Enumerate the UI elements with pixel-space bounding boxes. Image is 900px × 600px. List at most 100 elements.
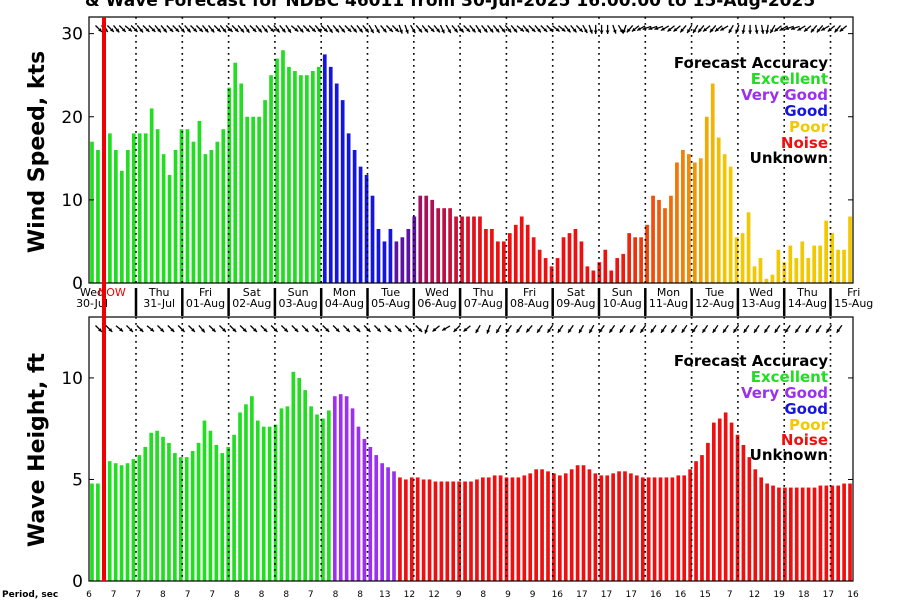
wave-legend-good: Good — [784, 400, 828, 418]
wind-bar — [484, 228, 488, 283]
wind-direction-arrow — [154, 24, 162, 33]
wave-bar — [664, 477, 669, 581]
wind-direction-arrow — [427, 25, 435, 33]
wave-direction-arrow — [136, 325, 144, 333]
wind-arrow-head — [110, 28, 114, 32]
wave-bar — [178, 457, 183, 581]
day-name-label: Thu — [148, 286, 170, 299]
wind-direction-arrow — [404, 24, 409, 34]
wave-legend-excellent: Excellent — [751, 368, 828, 386]
wave-arrow-head — [702, 328, 706, 333]
wave-arrow-head — [506, 328, 510, 333]
wave-bar — [623, 471, 627, 581]
wind-arrow-head — [642, 26, 647, 30]
wind-direction-arrow — [338, 24, 346, 33]
wind-bar — [555, 258, 560, 283]
wind-direction-arrow — [249, 25, 257, 33]
wind-arrow-head — [294, 27, 299, 32]
wave-arrow-head — [795, 328, 799, 333]
period-value: 17 — [823, 590, 834, 600]
wind-arrow-head — [483, 28, 488, 33]
wave-bar — [415, 477, 420, 581]
wave-bar — [646, 477, 651, 581]
wave-direction-arrow — [486, 324, 491, 334]
wave-bar — [717, 418, 722, 581]
wind-bar — [627, 233, 632, 284]
wind-direction-arrow — [148, 25, 156, 33]
wave-arrow-head — [211, 328, 216, 332]
wind-arrow-head — [572, 28, 577, 33]
wave-bar — [711, 422, 716, 581]
wind-direction-arrow — [797, 25, 806, 32]
wind-direction-arrow — [326, 24, 334, 34]
wind-direction-arrow — [803, 25, 812, 32]
wind-arrow-head — [270, 28, 275, 32]
wind-bar — [209, 150, 214, 283]
wind-direction-arrow — [827, 25, 836, 33]
wind-direction-arrow — [719, 25, 729, 32]
wind-direction-arrow — [769, 24, 776, 34]
wave-bar — [581, 465, 586, 581]
wind-arrow-head — [839, 27, 844, 32]
wind-bar — [251, 116, 255, 283]
wind-direction-arrow — [463, 25, 471, 33]
wind-bar — [591, 270, 596, 283]
wave-direction-arrow — [270, 325, 278, 333]
wind-direction-arrow — [178, 24, 186, 33]
wave-bar — [747, 457, 752, 581]
wind-ytick-label: 20 — [61, 108, 83, 128]
wind-bar — [728, 166, 733, 284]
wind-bar — [96, 150, 100, 283]
wind-arrow-head — [648, 26, 653, 30]
wind-direction-arrow — [172, 25, 180, 33]
wind-direction-arrow — [697, 24, 705, 33]
wave-direction-arrow — [415, 325, 423, 333]
wind-bar — [239, 83, 244, 283]
wave-arrow-head — [619, 328, 624, 333]
period-value: 6 — [86, 590, 92, 600]
wave-bar — [694, 461, 698, 581]
wind-direction-arrow — [679, 24, 687, 33]
wave-bar — [119, 465, 124, 581]
wind-bar — [400, 237, 405, 283]
wave-arrow-head — [496, 329, 500, 334]
wave-direction-arrow — [322, 325, 330, 333]
wind-arrow-head — [311, 28, 316, 32]
wind-direction-arrow — [368, 24, 375, 34]
wind-direction-arrow — [816, 24, 824, 33]
period-value: 13 — [379, 590, 390, 600]
wave-direction-arrow — [650, 324, 657, 334]
wind-bar — [669, 195, 673, 283]
period-value: 7 — [308, 590, 314, 600]
day-date-label: 12-Aug — [695, 297, 734, 310]
wind-bar — [125, 150, 130, 283]
wind-arrow-head — [477, 28, 481, 33]
wind-arrow-head — [157, 28, 161, 33]
wind-arrow-head — [748, 30, 752, 34]
wave-bar — [741, 444, 746, 581]
wind-bar — [770, 274, 775, 283]
wind-direction-arrow — [558, 25, 566, 32]
wind-bar — [537, 249, 542, 283]
wave-direction-arrow — [363, 325, 371, 333]
wave-direction-arrow — [177, 325, 186, 333]
wind-direction-arrow — [648, 25, 658, 31]
wave-direction-arrow — [525, 324, 533, 333]
wave-bar — [830, 485, 835, 581]
wind-arrow-head — [687, 29, 691, 34]
wind-arrow-head — [175, 28, 180, 32]
wind-direction-arrow — [374, 24, 381, 34]
wind-bar — [412, 216, 417, 283]
wave-bar — [226, 446, 231, 581]
wave-direction-arrow — [219, 325, 227, 333]
wind-arrow-head — [728, 29, 733, 34]
wind-arrow-head — [399, 29, 403, 34]
wave-arrow-head — [805, 328, 810, 333]
wave-direction-arrow — [95, 325, 103, 333]
wind-bar — [143, 133, 148, 284]
wind-direction-arrow — [124, 25, 133, 32]
wind-arrow-head — [741, 30, 746, 34]
day-name-label: Sat — [243, 286, 262, 299]
wave-direction-arrow — [515, 324, 523, 334]
wave-bar — [137, 455, 142, 581]
